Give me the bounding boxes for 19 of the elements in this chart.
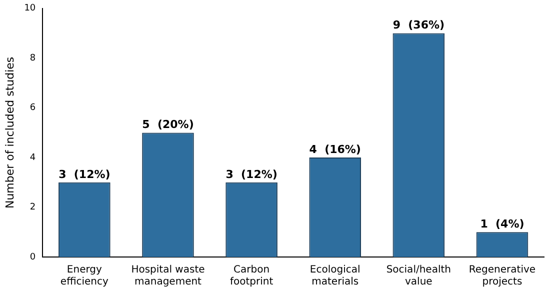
y-tick-label: 2 bbox=[30, 202, 36, 213]
data-label: 1 (4%) bbox=[480, 218, 524, 230]
y-tick-label: 0 bbox=[30, 252, 36, 262]
y-tick-label: 4 bbox=[30, 152, 36, 163]
y-tick-label: 8 bbox=[30, 53, 36, 64]
data-label: 5 (20%) bbox=[142, 118, 194, 132]
x-tick-label: Social/health value bbox=[386, 264, 452, 288]
x-tick-label: Regenerative projects bbox=[468, 264, 536, 288]
x-tick-label: Hospital waste management bbox=[131, 264, 205, 288]
x-tick-label: Energy efficiency bbox=[60, 264, 109, 288]
data-label: 3 (12%) bbox=[226, 168, 278, 181]
y-tick-label: 6 bbox=[30, 103, 36, 114]
data-label: 3 (12%) bbox=[58, 168, 110, 181]
y-axis-title: Number of included studies bbox=[3, 56, 16, 209]
x-tick-label: Ecological materials bbox=[310, 264, 360, 288]
y-tick-label: 10 bbox=[24, 4, 36, 14]
data-label: 9 (36%) bbox=[392, 18, 445, 32]
x-tick-label: Carbon footprint bbox=[230, 264, 274, 288]
data-label: 4 (16%) bbox=[309, 142, 361, 156]
